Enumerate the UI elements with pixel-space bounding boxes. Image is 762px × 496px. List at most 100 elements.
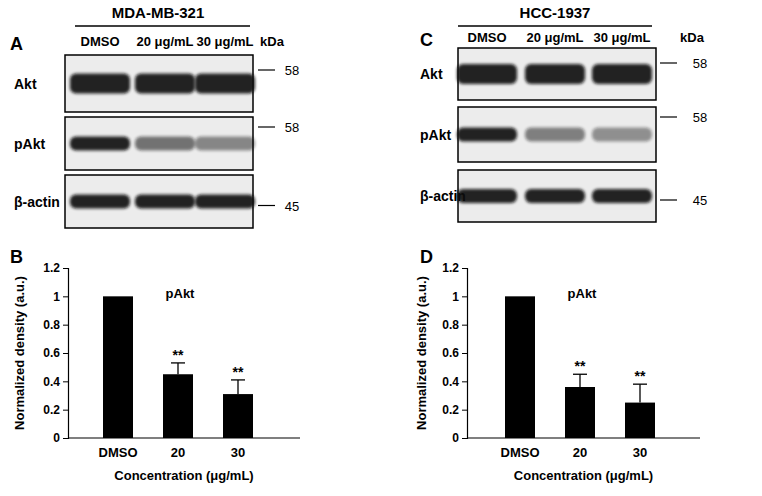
y-tick-label: 1 <box>53 290 60 304</box>
x-tick-label: 30 <box>633 445 647 460</box>
blot-band <box>525 128 585 142</box>
x-tick-label: DMSO <box>99 445 138 460</box>
significance: ** <box>635 368 646 384</box>
blot-panel: CHCC-1937DMSO20 μg/mL30 μg/mLkDaAkt58pAk… <box>420 4 707 222</box>
error-bar <box>237 380 238 394</box>
y-tick: 0.6 <box>43 346 68 360</box>
marker-tick <box>258 126 275 127</box>
bar-chart: D00.20.40.60.811.2DMSO2030****pAktConcen… <box>414 247 700 483</box>
blot-band <box>195 137 255 151</box>
title-rule <box>75 25 250 27</box>
blot-band <box>457 189 517 203</box>
y-tick-mark <box>462 410 467 411</box>
y-tick-label: 1.2 <box>442 261 459 275</box>
blot-band <box>195 195 255 209</box>
y-tick-mark <box>63 268 68 269</box>
protein-label: Akt <box>14 76 37 92</box>
lane-label: 30 μg/mL <box>196 34 253 49</box>
bar <box>625 403 655 438</box>
marker-kda: 58 <box>693 110 707 125</box>
y-tick-label: 0.2 <box>43 403 60 417</box>
lane-label: DMSO <box>81 34 120 49</box>
y-axis-title: Normalized density (a.u.) <box>12 276 27 430</box>
y-tick-label: 0.8 <box>43 318 60 332</box>
bar <box>163 374 193 438</box>
panel-letter: B <box>10 247 23 267</box>
lane-label: 20 μg/mL <box>136 34 193 49</box>
protein-label: Akt <box>420 66 443 82</box>
significance: ** <box>575 358 586 374</box>
x-axis: DMSO 20 30 <box>99 445 246 460</box>
y-tick-mark <box>462 381 467 382</box>
blot-band <box>195 74 255 94</box>
y-tick: 0.8 <box>442 318 467 332</box>
marker-tick <box>660 62 677 63</box>
protein-label: pAkt <box>420 127 451 143</box>
blot-box <box>458 48 656 100</box>
y-tick-mark <box>63 381 68 382</box>
y-axis-line <box>462 269 468 439</box>
plot-marks <box>103 296 253 438</box>
x-tick-label: DMSO <box>501 445 540 460</box>
y-tick: 0.4 <box>442 375 467 389</box>
error-bar <box>177 363 178 374</box>
y-tick: 1 <box>452 290 467 304</box>
bar-chart: B00.20.40.60.811.2DMSO2030****pAktConcen… <box>10 247 300 483</box>
y-tick-mark <box>462 325 467 326</box>
x-tick-label: 20 <box>171 445 185 460</box>
marker-kda: 58 <box>693 56 707 71</box>
lane-label: 30 μg/mL <box>593 30 650 45</box>
y-tick-label: 1 <box>452 290 459 304</box>
y-tick: 1.2 <box>442 261 467 275</box>
marker-tick <box>258 205 275 206</box>
x-tick: 20 <box>573 445 587 460</box>
protein-label: β-actin <box>14 194 60 210</box>
marker-tick <box>660 199 677 200</box>
blot-band <box>135 137 195 151</box>
y-tick-mark <box>63 438 68 439</box>
y-tick-label: 0.6 <box>43 346 60 360</box>
y-tick-mark <box>462 296 467 297</box>
y-tick: 1 <box>53 290 68 304</box>
significance: ** <box>233 364 244 380</box>
y-tick: 0.4 <box>43 375 68 389</box>
y-tick: 0 <box>53 431 68 445</box>
blot-box <box>458 170 656 222</box>
bar <box>223 394 253 438</box>
x-tick: 30 <box>633 445 647 460</box>
blot-band <box>70 74 130 94</box>
y-tick-mark <box>63 353 68 354</box>
significance: ** <box>173 347 184 363</box>
x-tick: 30 <box>231 445 245 460</box>
lane-label: 20 μg/mL <box>526 30 583 45</box>
x-axis: DMSO 20 30 <box>501 445 648 460</box>
figure: AMDA-MB-321DMSO20 μg/mL30 μg/mLkDaAkt58p… <box>0 0 762 496</box>
panel-letter: A <box>10 34 23 54</box>
y-axis-line <box>63 269 69 439</box>
y-tick-label: 1.2 <box>43 261 60 275</box>
y-tick-mark <box>63 410 68 411</box>
chart-title: pAkt <box>166 286 196 301</box>
marker-tick <box>258 69 275 70</box>
x-axis-title: Concentration (μg/mL) <box>514 468 653 483</box>
bar <box>505 296 535 438</box>
marker-tick <box>660 116 677 117</box>
y-tick: 1.2 <box>43 261 68 275</box>
blot-band <box>457 64 517 84</box>
marker-kda: 45 <box>693 193 707 208</box>
cell-line-title: MDA-MB-321 <box>112 4 205 21</box>
x-tick: DMSO <box>501 445 540 460</box>
panel-letter: C <box>420 30 433 50</box>
bar <box>103 296 133 438</box>
chart-title: pAkt <box>568 286 598 301</box>
y-tick-mark <box>462 438 467 439</box>
marker-kda: 58 <box>285 63 299 78</box>
blot-band <box>135 74 195 94</box>
x-tick-label: 20 <box>573 445 587 460</box>
blot-band <box>70 195 130 209</box>
error-bar <box>579 374 580 387</box>
lane-label: DMSO <box>468 30 507 45</box>
marker-kda: 45 <box>285 199 299 214</box>
y-tick: 0.6 <box>442 346 467 360</box>
error-bar <box>639 384 640 402</box>
